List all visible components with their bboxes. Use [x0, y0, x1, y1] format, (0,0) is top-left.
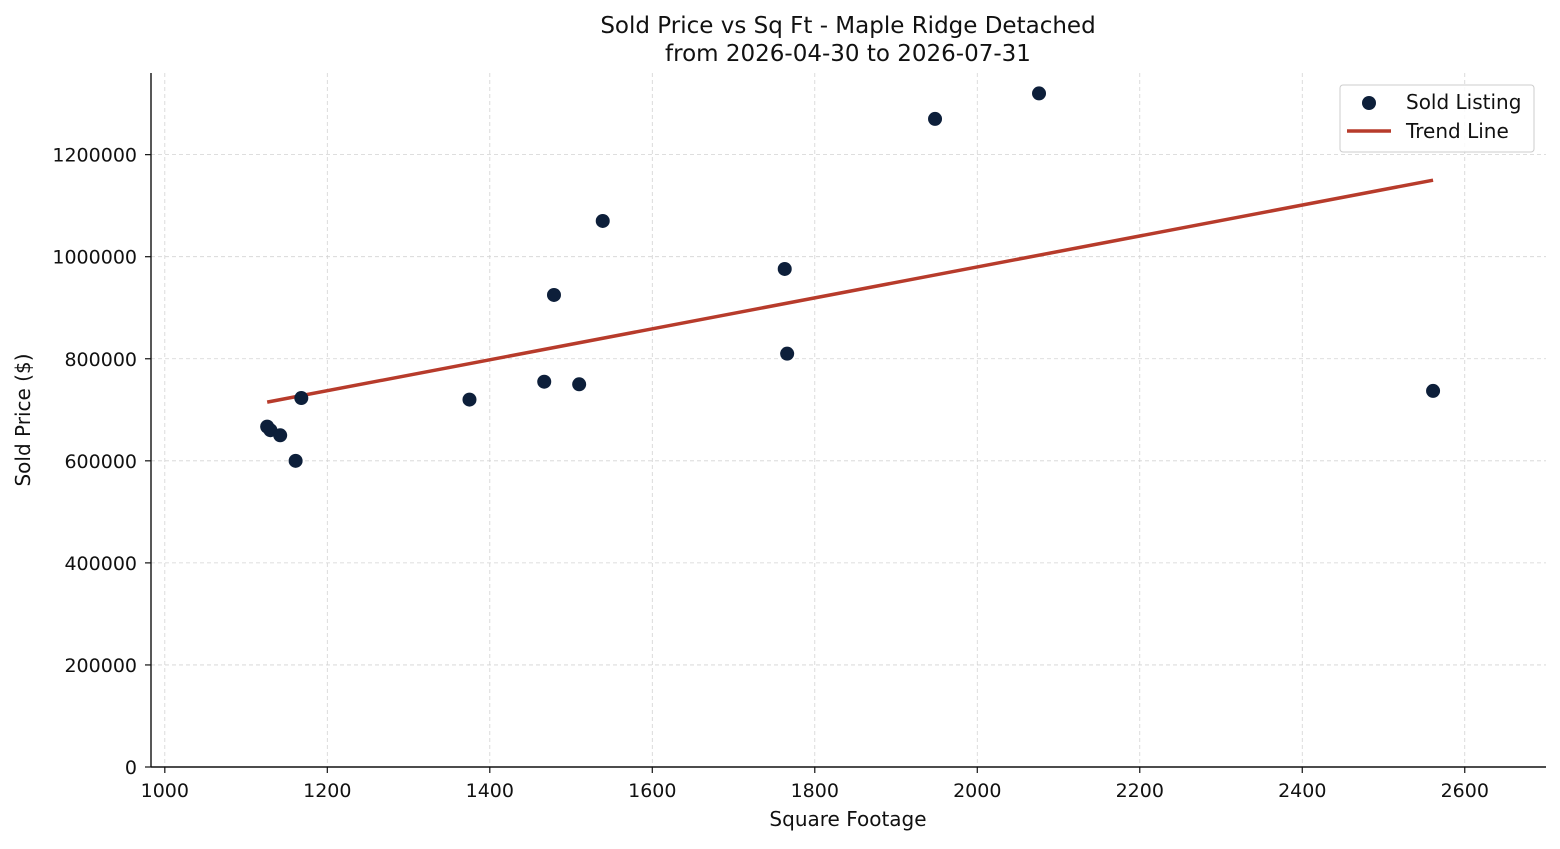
- y-tick-label: 200000: [64, 655, 137, 677]
- y-tick-label: 400000: [64, 553, 137, 575]
- y-tick-label: 1200000: [52, 145, 137, 167]
- data-point: [595, 213, 610, 228]
- y-tick-label: 600000: [64, 451, 137, 473]
- legend-box: [1339, 84, 1535, 153]
- x-tick-label: 1200: [303, 780, 351, 802]
- point-layer: [260, 86, 1441, 468]
- tick-layer: 1000 1200 1400 1600 1800 2000 2200 2400 2600 0 200…: [52, 145, 1489, 802]
- x-tick-label: 2200: [1116, 780, 1164, 802]
- chart-subtitle: from 2026-04-30 to 2026-07-31: [665, 41, 1031, 67]
- y-tick-label: 0: [125, 757, 137, 779]
- legend-marker-sold-listing: [1362, 96, 1376, 110]
- data-point: [572, 377, 587, 392]
- data-point: [777, 261, 792, 276]
- data-point: [462, 392, 477, 407]
- x-tick-label: 1800: [791, 780, 839, 802]
- trend-line: [266, 178, 1434, 404]
- data-point: [273, 428, 288, 443]
- data-point: [1032, 86, 1047, 101]
- legend: Sold Listing Trend Line: [1339, 84, 1535, 153]
- axis-layer: [150, 73, 1546, 768]
- x-tick-label: 1400: [466, 780, 514, 802]
- x-axis-label: Square Footage: [769, 807, 926, 831]
- legend-label-trend-line: Trend Line: [1405, 119, 1509, 143]
- data-point: [546, 287, 561, 302]
- x-tick-label: 1000: [141, 780, 189, 802]
- chart-title: Sold Price vs Sq Ft - Maple Ridge Detach…: [600, 13, 1095, 39]
- legend-label-sold-listing: Sold Listing: [1406, 90, 1521, 114]
- data-point: [294, 391, 309, 406]
- y-tick-label: 1000000: [52, 247, 137, 269]
- x-tick-label: 2000: [953, 780, 1001, 802]
- grid-layer: [151, 73, 1546, 768]
- data-point: [780, 346, 795, 361]
- data-point: [537, 374, 552, 389]
- x-tick-label: 1600: [628, 780, 676, 802]
- y-axis-label: Sold Price ($): [11, 353, 35, 486]
- x-tick-label: 2400: [1278, 780, 1326, 802]
- x-tick-label: 2600: [1441, 780, 1489, 802]
- y-tick-label: 800000: [64, 349, 137, 371]
- trend-layer: [266, 178, 1434, 404]
- data-point: [928, 111, 943, 126]
- data-point: [288, 453, 303, 468]
- data-point: [1426, 383, 1441, 398]
